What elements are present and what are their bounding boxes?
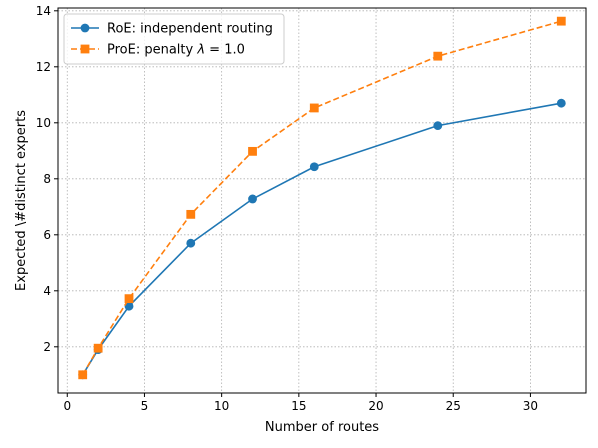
- y-tick-label: 12: [36, 60, 51, 74]
- series-line-0: [82, 102, 562, 376]
- legend: RoE: independent routing ProE: penalty λ…: [63, 13, 285, 65]
- x-tick-label: 0: [63, 399, 71, 413]
- data-point: [433, 121, 443, 130]
- legend-marker-proe: [80, 44, 90, 54]
- y-tick-label: 2: [43, 340, 51, 354]
- data-point: [248, 146, 257, 156]
- x-tick-label: 5: [141, 399, 149, 413]
- y-tick-label: 10: [36, 116, 51, 130]
- legend-entry-proe: ProE: penalty λ = 1.0: [107, 43, 245, 58]
- data-point: [433, 51, 443, 61]
- data-point: [309, 103, 319, 113]
- legend-proe-suffix: = 1.0: [205, 43, 245, 58]
- data-point: [248, 194, 257, 204]
- grid: [58, 8, 586, 393]
- legend-proe-lambda-symbol: λ: [196, 43, 205, 58]
- plot-frame: [57, 7, 587, 394]
- x-tick-label: 30: [523, 399, 538, 413]
- y-axis-label: Expected \#distinct experts: [14, 110, 29, 291]
- data-point: [186, 209, 196, 219]
- x-tick-label: 15: [291, 399, 306, 413]
- data-point: [556, 16, 566, 26]
- ticks: 0 5 10 15 20 25 30 2 4 6 8 10 12 14: [36, 4, 538, 413]
- data-point: [556, 98, 566, 108]
- data-point: [78, 370, 88, 380]
- data-point: [93, 343, 103, 353]
- x-tick-label: 25: [446, 399, 461, 413]
- legend-proe-prefix: ProE: penalty: [107, 43, 197, 58]
- series-layer: [78, 16, 566, 380]
- x-tick-label: 20: [368, 399, 383, 413]
- legend-box: [63, 13, 285, 65]
- x-tick-label: 10: [214, 399, 229, 413]
- data-point: [124, 301, 134, 311]
- legend-entry-roe: RoE: independent routing: [107, 22, 273, 37]
- x-axis-label: Number of routes: [265, 420, 379, 435]
- data-point: [309, 162, 319, 172]
- y-tick-label: 8: [43, 172, 51, 186]
- y-tick-label: 14: [36, 4, 51, 18]
- legend-marker-roe: [80, 23, 90, 33]
- data-point: [124, 294, 134, 304]
- y-tick-label: 4: [43, 284, 51, 298]
- data-point: [186, 238, 196, 248]
- series-line-1: [82, 20, 562, 376]
- y-tick-label: 6: [43, 228, 51, 242]
